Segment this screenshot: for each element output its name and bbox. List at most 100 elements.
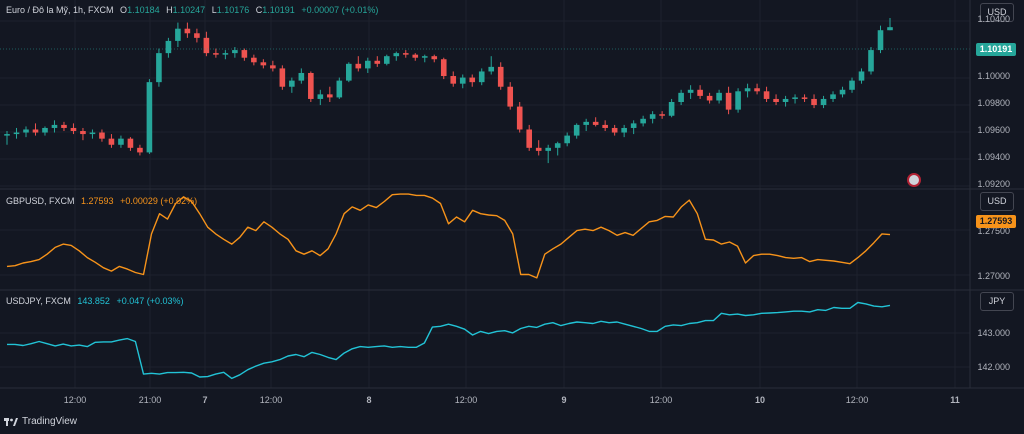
candle-body xyxy=(687,89,694,93)
price-tick: 1.09800 xyxy=(977,98,1010,108)
candle-body xyxy=(23,129,29,133)
usdjpy-legend[interactable]: USDJPY, FXCM 143.852 +0.047 (+0.03%) xyxy=(6,296,188,306)
grid-lines xyxy=(0,0,970,388)
candle-body xyxy=(61,124,67,128)
gbpusd-price-tag: 1.27593 xyxy=(976,215,1016,228)
candle-body xyxy=(383,56,390,64)
candle-body xyxy=(526,129,533,148)
candle-body xyxy=(564,135,570,144)
close-label: C xyxy=(255,5,263,15)
time-tick: 21:00 xyxy=(138,395,162,405)
candle-body xyxy=(118,138,124,145)
high-value: 1.10247 xyxy=(172,5,206,15)
candle-body xyxy=(232,50,238,54)
candle-body xyxy=(706,95,713,101)
time-tick: 11 xyxy=(950,395,960,405)
candle-body xyxy=(659,114,665,116)
candle-body xyxy=(175,28,181,41)
candle-body xyxy=(744,88,751,92)
candle-body xyxy=(469,77,476,83)
price-tick: 1.10400 xyxy=(977,14,1010,24)
candle-body xyxy=(203,37,210,54)
eurusd-change: +0.00007 (+0.01%) xyxy=(301,5,379,15)
time-tick: 12:00 xyxy=(63,395,87,405)
time-tick: 10 xyxy=(754,395,766,405)
candle-body xyxy=(4,134,10,136)
time-tick: 9 xyxy=(561,395,567,405)
candle-body xyxy=(289,80,295,87)
candle-body xyxy=(13,132,20,135)
currency-unit-button-jpy[interactable]: JPY xyxy=(980,292,1014,311)
tradingview-logo[interactable]: TradingView xyxy=(4,416,77,427)
candle-body xyxy=(592,121,599,125)
candle-body xyxy=(108,138,115,145)
price-tick: 1.27500 xyxy=(977,226,1010,236)
candle-body xyxy=(364,60,371,69)
candle-body xyxy=(137,147,143,153)
candle-body xyxy=(649,114,656,119)
candle-body xyxy=(99,132,105,139)
candle-body xyxy=(678,92,684,102)
candle-body xyxy=(89,132,96,135)
candle-body xyxy=(51,124,58,128)
candle-body xyxy=(782,98,789,102)
price-tick: 1.10000 xyxy=(977,71,1010,81)
candle-body xyxy=(877,30,884,51)
candle-body xyxy=(80,131,86,135)
candle-body xyxy=(621,127,627,133)
candle-body xyxy=(716,92,722,101)
candle-body xyxy=(868,50,874,72)
candle-body xyxy=(602,124,608,128)
candle-body xyxy=(156,53,162,83)
candle-body xyxy=(402,53,409,55)
candle-body xyxy=(830,94,836,99)
candle-body xyxy=(497,66,504,87)
candle-body xyxy=(184,28,191,34)
candle-body xyxy=(194,33,200,38)
candle-body xyxy=(440,59,447,77)
time-tick: 7 xyxy=(202,395,208,405)
candle-body xyxy=(298,72,305,81)
time-tick: 8 xyxy=(366,395,372,405)
candle-body xyxy=(70,127,77,132)
candle-body xyxy=(697,89,703,96)
candle-body xyxy=(773,98,779,102)
candle-body xyxy=(545,147,551,151)
open-value: 1.10184 xyxy=(127,5,160,15)
candle-body xyxy=(165,40,172,54)
candle-body xyxy=(611,127,618,133)
gbpusd-legend[interactable]: GBPUSD, FXCM 1.27593 +0.00029 (+0.02%) xyxy=(6,196,201,206)
usdjpy-line xyxy=(7,301,891,380)
candle-body xyxy=(412,54,419,58)
candle-body xyxy=(279,68,286,87)
gbpusd-series-line xyxy=(6,193,891,279)
currency-unit-button-main[interactable]: USD xyxy=(980,3,1014,22)
open-label: O xyxy=(120,5,128,15)
candle-body xyxy=(725,92,732,110)
candle-body xyxy=(858,71,865,81)
candle-body xyxy=(478,71,485,83)
candle-body xyxy=(317,94,324,99)
candle-body xyxy=(355,63,362,69)
candle-body xyxy=(127,138,134,148)
candle-body xyxy=(820,98,827,106)
usdjpy-change: +0.047 (+0.03%) xyxy=(116,296,184,306)
currency-unit-button-gbp[interactable]: USD xyxy=(980,192,1014,211)
candle-body xyxy=(754,88,760,92)
candle-body xyxy=(327,94,333,98)
candle-body xyxy=(535,147,542,151)
eurusd-legend[interactable]: Euro / Đô la Mỹ, 1h, FXCM O1.10184 H1.10… xyxy=(6,5,382,15)
candle-body xyxy=(251,57,257,63)
price-tick: 1.09400 xyxy=(977,152,1010,162)
usdjpy-value: 143.852 xyxy=(77,296,110,306)
candle-body xyxy=(507,86,514,107)
eurusd-candles xyxy=(4,18,893,164)
price-tick: 1.09600 xyxy=(977,125,1010,135)
time-tick: 12:00 xyxy=(259,395,283,405)
us-flag-icon[interactable] xyxy=(907,173,921,187)
candle-body xyxy=(554,143,561,148)
candle-body xyxy=(32,129,39,133)
gbpusd-value: 1.27593 xyxy=(81,196,114,206)
candle-body xyxy=(346,63,352,81)
